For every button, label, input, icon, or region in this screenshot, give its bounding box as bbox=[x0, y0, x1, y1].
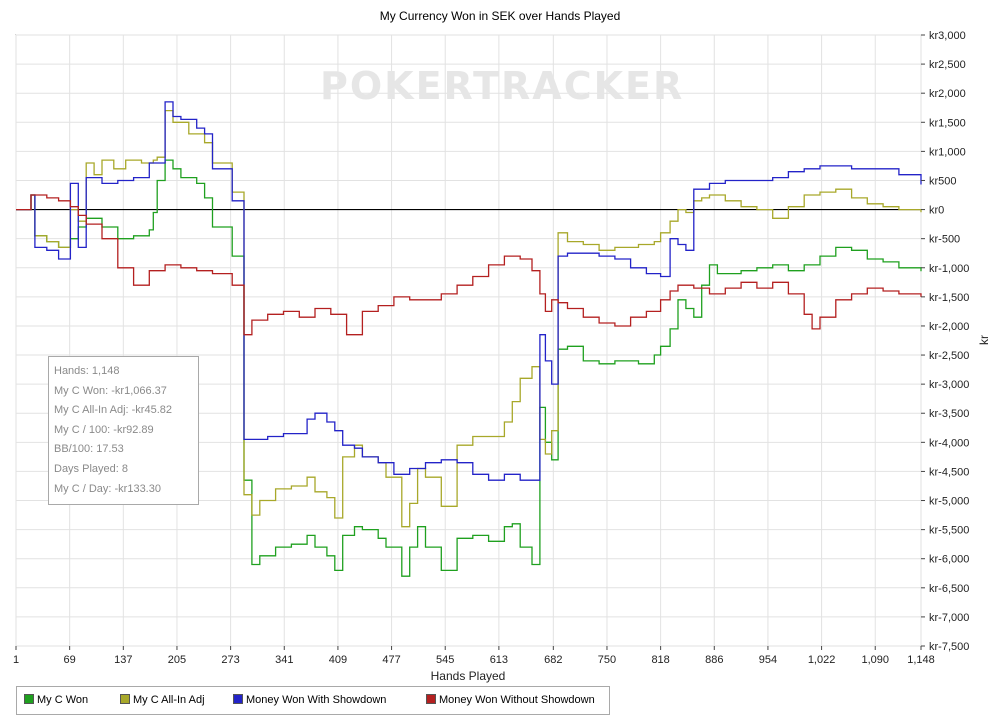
y-tick-label: kr3,000 bbox=[929, 30, 966, 42]
stat-bb-100: BB/100: 17.53 bbox=[54, 443, 124, 456]
stat-won: My C Won: -kr1,066.37 bbox=[54, 384, 167, 397]
y-axis-ticks: kr3,000 kr2,500 kr2,000 kr1,500 kr1,000 kr500… bbox=[921, 30, 969, 653]
x-tick-label: 1 bbox=[13, 654, 19, 666]
series-line-2 bbox=[16, 101, 922, 481]
series-line-0 bbox=[16, 159, 922, 577]
x-tick-label: 409 bbox=[329, 654, 347, 666]
x-tick-label: 1,090 bbox=[861, 654, 889, 666]
y-tick-label: kr-1,500 bbox=[929, 292, 969, 304]
stat-hands: Hands: 1,148 bbox=[54, 365, 120, 377]
stat-allin-adj: My C All-In Adj: -kr45.82 bbox=[54, 404, 172, 417]
y-tick-label: kr-7,500 bbox=[929, 641, 969, 653]
x-tick-label: 273 bbox=[221, 654, 239, 666]
legend-swatch-no-showdown bbox=[426, 694, 436, 704]
stat-days: Days Played: 8 bbox=[54, 462, 128, 475]
x-tick-label: 1,148 bbox=[907, 654, 935, 666]
y-tick-label: kr-2,000 bbox=[929, 321, 969, 333]
legend-label: Money Won Without Showdown bbox=[439, 694, 595, 706]
watermark-logo: POKERTRACKER bbox=[320, 64, 685, 108]
legend-item-showdown[interactable]: Money Won With Showdown bbox=[233, 694, 386, 706]
y-tick-label: kr-5,000 bbox=[929, 496, 969, 508]
y-tick-label: kr-4,500 bbox=[929, 466, 969, 478]
y-tick-label: kr-4,000 bbox=[929, 437, 969, 449]
x-tick-label: 477 bbox=[382, 654, 400, 666]
x-tick-label: 818 bbox=[651, 654, 669, 666]
y-tick-label: kr-3,500 bbox=[929, 408, 969, 420]
legend-item-won[interactable]: My C Won bbox=[24, 694, 88, 706]
x-tick-label: 613 bbox=[490, 654, 508, 666]
y-tick-label: kr2,000 bbox=[929, 88, 966, 100]
legend-label: My C All-In Adj bbox=[133, 694, 205, 706]
x-tick-label: 69 bbox=[64, 654, 76, 666]
y-tick-label: kr-6,500 bbox=[929, 583, 969, 595]
legend-label: My C Won bbox=[37, 694, 89, 706]
x-tick-label: 545 bbox=[436, 654, 454, 666]
y-tick-label: kr2,500 bbox=[929, 59, 966, 71]
y-axis-title: kr bbox=[977, 335, 991, 345]
series-layer bbox=[16, 101, 922, 577]
y-tick-label: kr-1,000 bbox=[929, 263, 969, 275]
stat-per-100: My C / 100: -kr92.89 bbox=[54, 423, 154, 436]
stat-per-day: My C / Day: -kr133.30 bbox=[54, 482, 161, 495]
y-tick-label: kr0 bbox=[929, 205, 944, 217]
x-tick-label: 886 bbox=[705, 654, 723, 666]
y-tick-label: kr1,000 bbox=[929, 146, 966, 158]
x-tick-label: 137 bbox=[114, 654, 132, 666]
legend-swatch-showdown bbox=[233, 694, 243, 704]
x-tick-label: 954 bbox=[759, 654, 777, 666]
legend: My C Won My C All-In Adj Money Won With … bbox=[16, 686, 610, 715]
plot-area bbox=[15, 34, 922, 647]
chart-title: My Currency Won in SEK over Hands Played bbox=[379, 9, 621, 23]
y-tick-label: kr-2,500 bbox=[929, 350, 969, 362]
y-tick-label: kr500 bbox=[929, 175, 957, 187]
y-tick-label: kr-6,000 bbox=[929, 554, 969, 566]
x-tick-label: 205 bbox=[168, 654, 186, 666]
x-tick-label: 682 bbox=[544, 654, 562, 666]
series-line-3 bbox=[16, 194, 922, 336]
legend-swatch-won bbox=[24, 694, 34, 704]
legend-item-allin[interactable]: My C All-In Adj bbox=[120, 694, 205, 706]
x-axis-title: Hands Played bbox=[431, 669, 506, 683]
y-tick-label: kr-500 bbox=[929, 234, 960, 246]
legend-item-no-showdown[interactable]: Money Won Without Showdown bbox=[426, 694, 595, 706]
legend-swatch-allin bbox=[120, 694, 130, 704]
x-axis-ticks: 1 69 137 205 273 341 409 477 545 613 682 750 818 886 9… bbox=[13, 646, 935, 666]
y-tick-label: kr-3,000 bbox=[929, 379, 969, 391]
y-tick-label: kr1,500 bbox=[929, 117, 966, 129]
stats-box: Hands: 1,148 My C Won: -kr1,066.37 My C … bbox=[48, 356, 199, 505]
y-tick-label: kr-7,000 bbox=[929, 612, 969, 624]
x-tick-label: 341 bbox=[275, 654, 293, 666]
x-tick-label: 750 bbox=[598, 654, 616, 666]
x-tick-label: 1,022 bbox=[808, 654, 836, 666]
y-tick-label: kr-5,500 bbox=[929, 525, 969, 537]
legend-label: Money Won With Showdown bbox=[246, 694, 387, 706]
